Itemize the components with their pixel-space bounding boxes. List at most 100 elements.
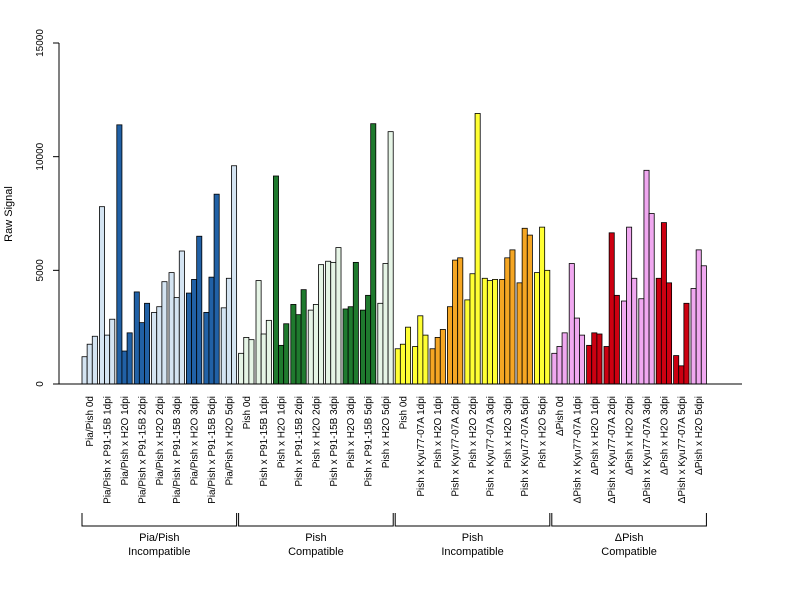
category-label: Pish x H2O 5dpi: [381, 396, 392, 468]
y-tick-label: 15000: [35, 29, 46, 57]
category-label: Pia/Pish x H2O 1dpi: [120, 396, 131, 486]
category-label: ΔPish x H2O 2dpi: [625, 396, 636, 475]
bar: [365, 294, 372, 385]
bar: [335, 247, 342, 385]
y-tick-label: 10000: [35, 142, 46, 170]
bar: [678, 365, 685, 385]
category-label: Pish x P91-15B 3dpi: [329, 396, 340, 487]
group-bracket: [238, 513, 394, 527]
bar: [260, 333, 267, 385]
group-label-line1: Pish: [305, 532, 326, 544]
bar: [208, 276, 215, 385]
category-label: Pish x H2O 2dpi: [468, 396, 479, 468]
bar: [347, 306, 354, 385]
bar: [342, 308, 349, 385]
category-label: Pia/Pish x P91-15B 2dpi: [137, 396, 148, 504]
category-label: ΔPish x H2O 3dpi: [659, 396, 670, 475]
bar: [457, 257, 464, 385]
bar: [683, 302, 690, 385]
category-label: Pish x H2O 2dpi: [311, 396, 322, 468]
bar: [561, 332, 568, 385]
bar: [352, 261, 359, 385]
category-label: Pish x H2O 3dpi: [503, 396, 514, 468]
bar: [265, 319, 272, 385]
bar: [509, 249, 516, 385]
bar: [596, 333, 603, 385]
category-label: Pia/Pish x H2O 5dpi: [224, 396, 235, 486]
bar: [272, 175, 279, 385]
category-label: Pish x Kyu77-07A 1dpi: [416, 396, 427, 497]
bar: [243, 336, 250, 385]
bar: [631, 277, 638, 385]
category-label: Pia/Pish x P91-15B 1dpi: [103, 396, 114, 504]
bar: [621, 300, 627, 385]
bar: [638, 298, 645, 385]
bar: [469, 273, 476, 385]
bar: [603, 346, 610, 385]
bar: [422, 334, 429, 385]
bar: [370, 123, 377, 385]
bar: [464, 299, 471, 385]
bar: [213, 193, 220, 385]
bar: [417, 315, 424, 385]
bar: [643, 169, 650, 385]
category-label: ΔPish 0d: [555, 396, 566, 436]
bar: [556, 346, 563, 385]
category-label: Pish 0d: [242, 396, 253, 429]
bar: [394, 348, 401, 385]
bar: [474, 113, 481, 385]
bar: [121, 350, 128, 385]
category-label: Pia/Pish x P91-15B 3dpi: [172, 396, 183, 504]
bar: [231, 165, 238, 385]
bar: [86, 343, 93, 385]
bar: [526, 234, 533, 385]
bar: [225, 277, 232, 385]
category-label: ΔPish x Kyu77-07A 2dpi: [607, 396, 618, 503]
bar: [81, 356, 88, 385]
category-label: Pish x P91-15B 5dpi: [364, 396, 375, 487]
category-label: ΔPish x H2O 1dpi: [590, 396, 601, 475]
category-label: Pia/Pish x H2O 3dpi: [190, 396, 201, 486]
bar: [648, 213, 655, 385]
category-label: ΔPish x Kyu77-07A 1dpi: [572, 396, 583, 503]
bar: [144, 302, 151, 385]
bar: [290, 304, 297, 385]
category-label: Pia/Pish x H2O 2dpi: [155, 396, 166, 486]
bar: [700, 265, 707, 385]
bar: [405, 326, 412, 385]
bar: [203, 311, 210, 385]
bar: [283, 323, 290, 385]
bar: [312, 304, 319, 385]
y-axis-title: Raw Signal: [3, 186, 15, 242]
bars-layer: [81, 113, 707, 385]
group-label-line2: Compatible: [601, 546, 657, 558]
bar: [429, 348, 436, 385]
bar: [695, 249, 702, 385]
bar: [278, 344, 285, 385]
category-label: Pish x H2O 3dpi: [346, 396, 357, 468]
bar: [318, 264, 325, 385]
bar: [300, 289, 307, 385]
bar: [359, 309, 366, 385]
bar: [579, 334, 586, 385]
category-label: Pia/Pish x P91-15B 5dpi: [207, 396, 218, 504]
category-label: ΔPish x Kyu77-07A 5dpi: [677, 396, 688, 503]
bar: [551, 352, 558, 385]
bar: [151, 311, 158, 385]
bar: [673, 355, 680, 385]
bar: [377, 302, 384, 385]
bar: [613, 294, 620, 385]
group-label-line1: Pia/Pish: [139, 532, 179, 544]
category-label: Pish 0d: [398, 396, 409, 429]
bar: [173, 297, 180, 385]
group-bracket: [81, 513, 238, 527]
category-label: Pia/Pish 0d: [85, 396, 96, 447]
category-label: ΔPish x Kyu77-07A 3dpi: [642, 396, 653, 503]
bar: [655, 277, 662, 385]
bar: [573, 317, 580, 385]
bar: [178, 250, 185, 385]
bar: [325, 260, 332, 385]
bar: [586, 344, 593, 385]
bar: [626, 226, 633, 385]
